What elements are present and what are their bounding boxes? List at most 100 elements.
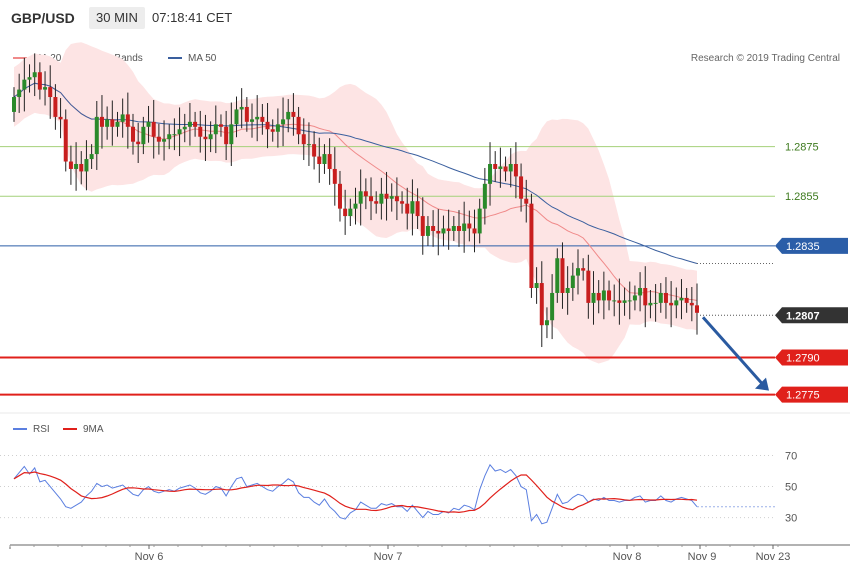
candle-body: [410, 201, 415, 214]
rsi-9ma-line: [13, 471, 698, 514]
candle-body: [193, 121, 198, 127]
candle-body: [43, 87, 48, 90]
level-label-1.2875: 1.2875: [785, 142, 819, 154]
x-tick-label: Nov 6: [135, 551, 164, 563]
candle-body: [110, 119, 115, 127]
candle-body: [22, 79, 27, 90]
candle-body: [177, 129, 182, 135]
forecast-arrow-head: [755, 377, 769, 391]
x-tick-label: Nov 23: [756, 551, 791, 563]
candle-body: [32, 72, 37, 78]
clock-label: 07:18:41 CET: [152, 10, 233, 25]
candle-body: [136, 141, 141, 145]
candle-body: [508, 164, 513, 172]
candle-body: [544, 320, 549, 326]
candle-body: [622, 300, 627, 303]
candle-body: [317, 156, 322, 164]
candle-body: [250, 119, 255, 122]
candle-body: [581, 268, 586, 271]
candle-body: [586, 270, 591, 303]
candle-body: [596, 292, 601, 301]
candle-body: [131, 126, 136, 142]
candle-body: [663, 292, 668, 303]
candle-body: [374, 201, 379, 204]
candle-body: [115, 121, 120, 127]
candle-body: [17, 89, 22, 98]
candle-body: [674, 300, 679, 306]
candle-body: [167, 134, 172, 140]
candle-body: [213, 124, 218, 135]
candle-body: [63, 119, 68, 162]
candle-body: [472, 228, 477, 234]
candle-body: [539, 283, 544, 326]
candle-body: [270, 129, 275, 132]
candle-body: [420, 216, 425, 236]
candle-body: [260, 116, 265, 122]
candle-body: [198, 126, 203, 137]
candle-body: [74, 164, 79, 169]
candle-body: [627, 300, 632, 302]
candle-body: [565, 288, 570, 293]
candle-body: [146, 121, 151, 127]
candle-body: [89, 154, 94, 160]
level-tag-1.2775: 1.2775: [775, 386, 848, 403]
candle-body: [286, 111, 291, 120]
candle-body: [632, 295, 637, 301]
candle-body: [493, 164, 498, 169]
candle-body: [27, 77, 32, 80]
candle-body: [560, 258, 565, 293]
candle-body: [379, 193, 384, 204]
candle-body: [456, 226, 461, 231]
candles: [12, 53, 699, 348]
candle-body: [669, 302, 674, 306]
candle-body: [48, 87, 53, 98]
candle-body: [187, 121, 192, 127]
candle-body: [643, 288, 648, 306]
candle-body: [570, 275, 575, 288]
candle-body: [141, 126, 146, 145]
legend-label-9ma: 9MA: [83, 424, 104, 435]
x-tick-label: Nov 7: [374, 551, 403, 563]
symbol-label: GBP/USD: [11, 10, 75, 26]
candle-body: [513, 164, 518, 177]
candle-body: [482, 183, 487, 209]
candle-body: [218, 124, 223, 127]
candle-body: [337, 183, 342, 209]
candle-body: [446, 228, 451, 231]
candle-body: [550, 292, 555, 321]
level-tag-1.2807: 1.2807: [775, 307, 848, 324]
rsi-tick-50: 50: [785, 482, 797, 494]
candle-body: [679, 297, 684, 301]
candle-body: [68, 161, 73, 169]
candle-body: [488, 164, 493, 184]
candle-body: [462, 223, 467, 231]
level-tag-shape: [775, 349, 848, 366]
candle-body: [151, 121, 156, 137]
candle-body: [208, 134, 213, 140]
candle-body: [203, 136, 208, 140]
candle-body: [296, 116, 301, 135]
candle-body: [451, 226, 456, 231]
level-label-1.2790: 1.2790: [786, 352, 820, 364]
candle-body: [607, 290, 612, 301]
candle-body: [436, 230, 441, 234]
candle-body: [519, 176, 524, 199]
candle-body: [529, 203, 534, 288]
candle-body: [695, 305, 699, 313]
candle-body: [244, 106, 249, 122]
candle-body: [638, 288, 643, 296]
candle-body: [12, 97, 16, 112]
candle-body: [394, 196, 399, 202]
candle-body: [229, 124, 234, 145]
timeframe-selector[interactable]: 30 MIN: [89, 7, 145, 29]
candle-body: [255, 116, 260, 120]
x-tick-label: Nov 8: [613, 551, 642, 563]
candle-body: [415, 201, 420, 217]
candle-body: [384, 193, 389, 199]
candle-body: [389, 196, 394, 199]
level-tag-1.2790: 1.2790: [775, 349, 848, 366]
candle-body: [524, 198, 529, 204]
candle-body: [53, 97, 58, 117]
forecast-arrow-shaft: [701, 316, 765, 386]
level-label-1.2855: 1.2855: [785, 191, 819, 203]
